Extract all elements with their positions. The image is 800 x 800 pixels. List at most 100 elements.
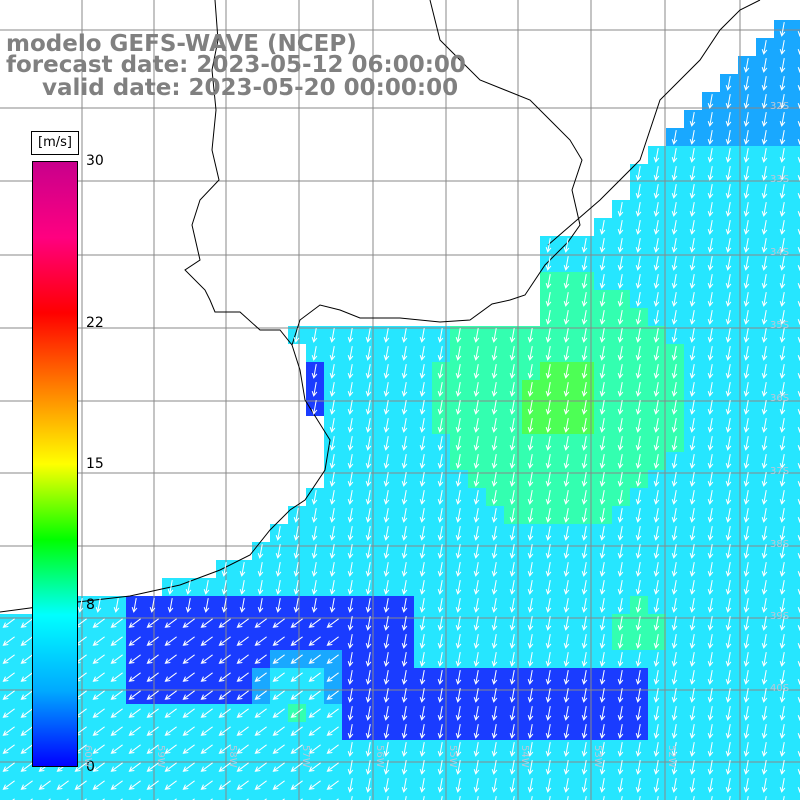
- coastline-path: [184, 0, 583, 347]
- wind-vector: [329, 526, 336, 541]
- wind-speed-cell: [792, 344, 800, 362]
- wind-vector: [272, 762, 285, 772]
- wind-vector: [293, 562, 300, 577]
- wind-vector: [635, 472, 642, 487]
- wind-vector: [779, 742, 786, 757]
- wind-vector: [20, 744, 33, 754]
- wind-vector: [308, 726, 321, 736]
- wind-vector: [2, 726, 15, 736]
- wind-vector: [707, 256, 714, 271]
- wind-vector: [689, 238, 696, 253]
- wind-vector: [743, 328, 750, 343]
- wind-vector: [419, 598, 426, 613]
- wind-vector: [635, 436, 642, 451]
- wind-vector: [563, 742, 570, 757]
- wind-vector: [455, 724, 462, 739]
- wind-vector: [743, 616, 750, 631]
- wind-vector: [92, 672, 105, 682]
- wind-vector: [182, 690, 195, 700]
- wind-vector: [308, 690, 321, 700]
- wind-vector: [509, 778, 516, 793]
- wind-vector: [653, 346, 660, 361]
- wind-vector: [779, 688, 786, 703]
- wind-vector: [635, 526, 642, 541]
- wind-vector: [743, 472, 750, 487]
- wind-vector: [671, 526, 678, 541]
- wind-vector: [308, 618, 321, 628]
- wind-vector: [599, 364, 606, 379]
- wind-vector: [272, 690, 285, 700]
- wind-speed-cell: [540, 794, 558, 800]
- wind-vector: [347, 688, 354, 703]
- wind-vector: [725, 418, 732, 433]
- wind-vector: [437, 508, 444, 523]
- wind-vector: [509, 688, 516, 703]
- wind-vector: [419, 418, 426, 433]
- wind-vector: [617, 454, 624, 469]
- wind-vector: [290, 636, 303, 646]
- wind-vector: [671, 616, 678, 631]
- wind-vector: [509, 706, 516, 721]
- wind-vector: [545, 580, 552, 595]
- wind-vector: [311, 580, 318, 595]
- wind-vector: [455, 508, 462, 523]
- wind-vector: [581, 328, 588, 343]
- wind-vector: [689, 364, 696, 379]
- wind-vector: [545, 274, 552, 289]
- wind-vector: [581, 454, 588, 469]
- wind-vector: [513, 796, 515, 800]
- wind-vector: [743, 436, 750, 451]
- wind-vector: [326, 618, 339, 628]
- wind-vector: [581, 760, 588, 775]
- wind-vector: [347, 634, 354, 649]
- wind-vector: [779, 130, 786, 145]
- wind-vector: [419, 400, 426, 415]
- wind-vector: [707, 652, 714, 667]
- wind-vector: [707, 328, 714, 343]
- wind-vector: [311, 490, 318, 505]
- wind-vector: [419, 652, 426, 667]
- wind-vector: [581, 778, 588, 793]
- wind-vector: [707, 688, 714, 703]
- wind-vector: [509, 436, 516, 451]
- wind-speed-cell: [792, 38, 800, 56]
- wind-vector: [491, 580, 498, 595]
- wind-vector: [581, 616, 588, 631]
- wind-vector: [545, 688, 552, 703]
- wind-vector: [545, 454, 552, 469]
- wind-vector: [473, 580, 480, 595]
- wind-vector: [218, 780, 231, 790]
- wind-vector: [779, 616, 786, 631]
- wind-vector: [347, 508, 354, 523]
- wind-vector: [509, 760, 516, 775]
- wind-vector: [131, 598, 138, 613]
- wind-vector: [779, 490, 786, 505]
- wind-speed-cell: [792, 452, 800, 470]
- wind-vector: [693, 796, 695, 800]
- wind-vector: [599, 598, 606, 613]
- wind-vector: [671, 238, 678, 253]
- wind-vector: [545, 472, 552, 487]
- wind-vector: [725, 652, 732, 667]
- wind-vector: [599, 706, 606, 721]
- wind-speed-cell: [432, 794, 450, 800]
- wind-vector: [599, 274, 606, 289]
- wind-vector: [563, 544, 570, 559]
- wind-vector: [671, 220, 678, 235]
- wind-vector: [743, 706, 750, 721]
- wind-vector: [491, 436, 498, 451]
- wind-vector: [20, 636, 33, 646]
- wind-vector: [707, 472, 714, 487]
- wind-vector: [689, 130, 696, 145]
- wind-vector: [725, 706, 732, 721]
- wind-speed-cell: [720, 794, 738, 800]
- wind-vector: [326, 636, 339, 646]
- wind-vector: [545, 742, 552, 757]
- wind-vector: [603, 796, 605, 800]
- wind-vector: [401, 436, 408, 451]
- wind-vector: [164, 744, 177, 754]
- wind-vector: [581, 634, 588, 649]
- wind-speed-cell: [702, 794, 720, 800]
- wind-vector: [92, 726, 105, 736]
- wind-vector: [146, 744, 159, 754]
